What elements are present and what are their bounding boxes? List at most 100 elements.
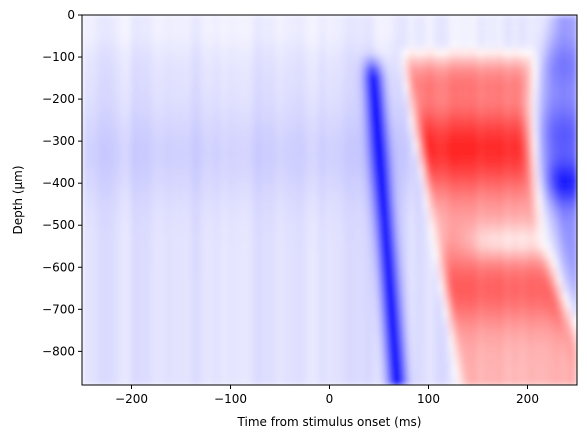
heatmap-cell <box>473 275 479 285</box>
heatmap-cell <box>111 309 118 319</box>
heatmap-cell <box>383 124 390 134</box>
heatmap-cell <box>220 124 227 134</box>
heatmap-cell <box>106 317 113 327</box>
heatmap-cell <box>438 334 444 344</box>
heatmap-cell <box>418 73 425 83</box>
heatmap-cell <box>458 233 464 243</box>
heatmap-cell <box>294 183 301 193</box>
heatmap-cell <box>532 292 538 302</box>
heatmap-cell <box>101 309 108 319</box>
heatmap-cell <box>428 351 435 361</box>
heatmap-cell <box>116 40 123 50</box>
heatmap-cell <box>156 157 162 167</box>
heatmap-cell <box>349 166 355 176</box>
heatmap-cell <box>473 157 479 167</box>
heatmap-cell <box>478 183 484 193</box>
heatmap-cell <box>567 334 573 344</box>
heatmap-cell <box>482 208 489 218</box>
heatmap-cell <box>309 376 316 385</box>
heatmap-cell <box>106 99 113 109</box>
heatmap-cell <box>275 82 281 92</box>
heatmap-cell <box>299 31 306 41</box>
heatmap-cell <box>383 376 390 385</box>
heatmap-cell <box>552 300 558 310</box>
heatmap-cell <box>240 124 246 134</box>
heatmap-cell <box>131 124 138 134</box>
heatmap-cell <box>240 82 246 92</box>
heatmap-cell <box>398 275 405 285</box>
heatmap-cell <box>156 191 162 201</box>
heatmap-cell <box>453 334 459 344</box>
heatmap-cell <box>542 15 548 25</box>
heatmap-cell <box>393 65 400 75</box>
heatmap-cell <box>532 317 538 327</box>
heatmap-cell <box>116 317 123 327</box>
heatmap-cell <box>428 309 435 319</box>
heatmap-cell <box>195 368 202 378</box>
heatmap-cell <box>443 216 449 226</box>
heatmap-cell <box>200 149 207 159</box>
heatmap-cell <box>423 65 430 75</box>
heatmap-cell <box>517 334 524 344</box>
heatmap-cell <box>146 200 152 210</box>
heatmap-cell <box>309 258 316 268</box>
heatmap-cell <box>284 317 291 327</box>
heatmap-cell <box>270 141 276 151</box>
heatmap-cell <box>453 275 459 285</box>
heatmap-cell <box>304 31 311 41</box>
heatmap-cell <box>86 359 93 369</box>
heatmap-cell <box>537 216 543 226</box>
heatmap-cell <box>507 309 514 319</box>
heatmap-cell <box>502 267 509 277</box>
heatmap-cell <box>403 275 410 285</box>
heatmap-cell <box>299 48 306 58</box>
heatmap-cell <box>101 183 108 193</box>
heatmap-cell <box>542 351 548 361</box>
heatmap-cell <box>171 334 177 344</box>
heatmap-cell <box>200 242 207 252</box>
heatmap-cell <box>418 15 425 25</box>
heatmap-cell <box>319 124 326 134</box>
heatmap-cell <box>448 115 454 125</box>
heatmap-cell <box>146 99 152 109</box>
heatmap-cell <box>354 57 360 67</box>
heatmap-cell <box>413 183 420 193</box>
heatmap-cell <box>398 132 405 142</box>
heatmap-cell <box>299 57 306 67</box>
heatmap-cell <box>195 334 202 344</box>
heatmap-cell <box>284 107 291 117</box>
heatmap-cell <box>522 183 529 193</box>
heatmap-cell <box>497 82 504 92</box>
heatmap-cell <box>522 48 529 58</box>
heatmap-cell <box>374 40 380 50</box>
heatmap-cell <box>205 115 212 125</box>
heatmap-cell <box>141 334 147 344</box>
heatmap-cell <box>374 300 380 310</box>
heatmap-cell <box>275 242 281 252</box>
heatmap-cell <box>403 107 410 117</box>
heatmap-cell <box>379 73 385 83</box>
heatmap-cell <box>413 40 420 50</box>
heatmap-cell <box>408 342 415 352</box>
heatmap-cell <box>210 141 217 151</box>
heatmap-cell <box>151 57 157 67</box>
heatmap-cell <box>552 15 558 25</box>
heatmap-cell <box>200 309 207 319</box>
heatmap-cell <box>364 200 370 210</box>
heatmap-cell <box>270 326 276 336</box>
heatmap-cell <box>492 300 499 310</box>
heatmap-cell <box>393 107 400 117</box>
heatmap-cell <box>96 250 103 260</box>
heatmap-cell <box>185 317 192 327</box>
heatmap-cell <box>344 82 350 92</box>
heatmap-cell <box>448 107 454 117</box>
heatmap-cell <box>280 73 286 83</box>
heatmap-cell <box>200 124 207 134</box>
heatmap-cell <box>497 149 504 159</box>
heatmap-cell <box>235 242 241 252</box>
heatmap-cell <box>354 200 360 210</box>
heatmap-cell <box>349 233 355 243</box>
heatmap-cell <box>512 141 519 151</box>
heatmap-cell <box>111 317 118 327</box>
heatmap-cell <box>190 200 197 210</box>
